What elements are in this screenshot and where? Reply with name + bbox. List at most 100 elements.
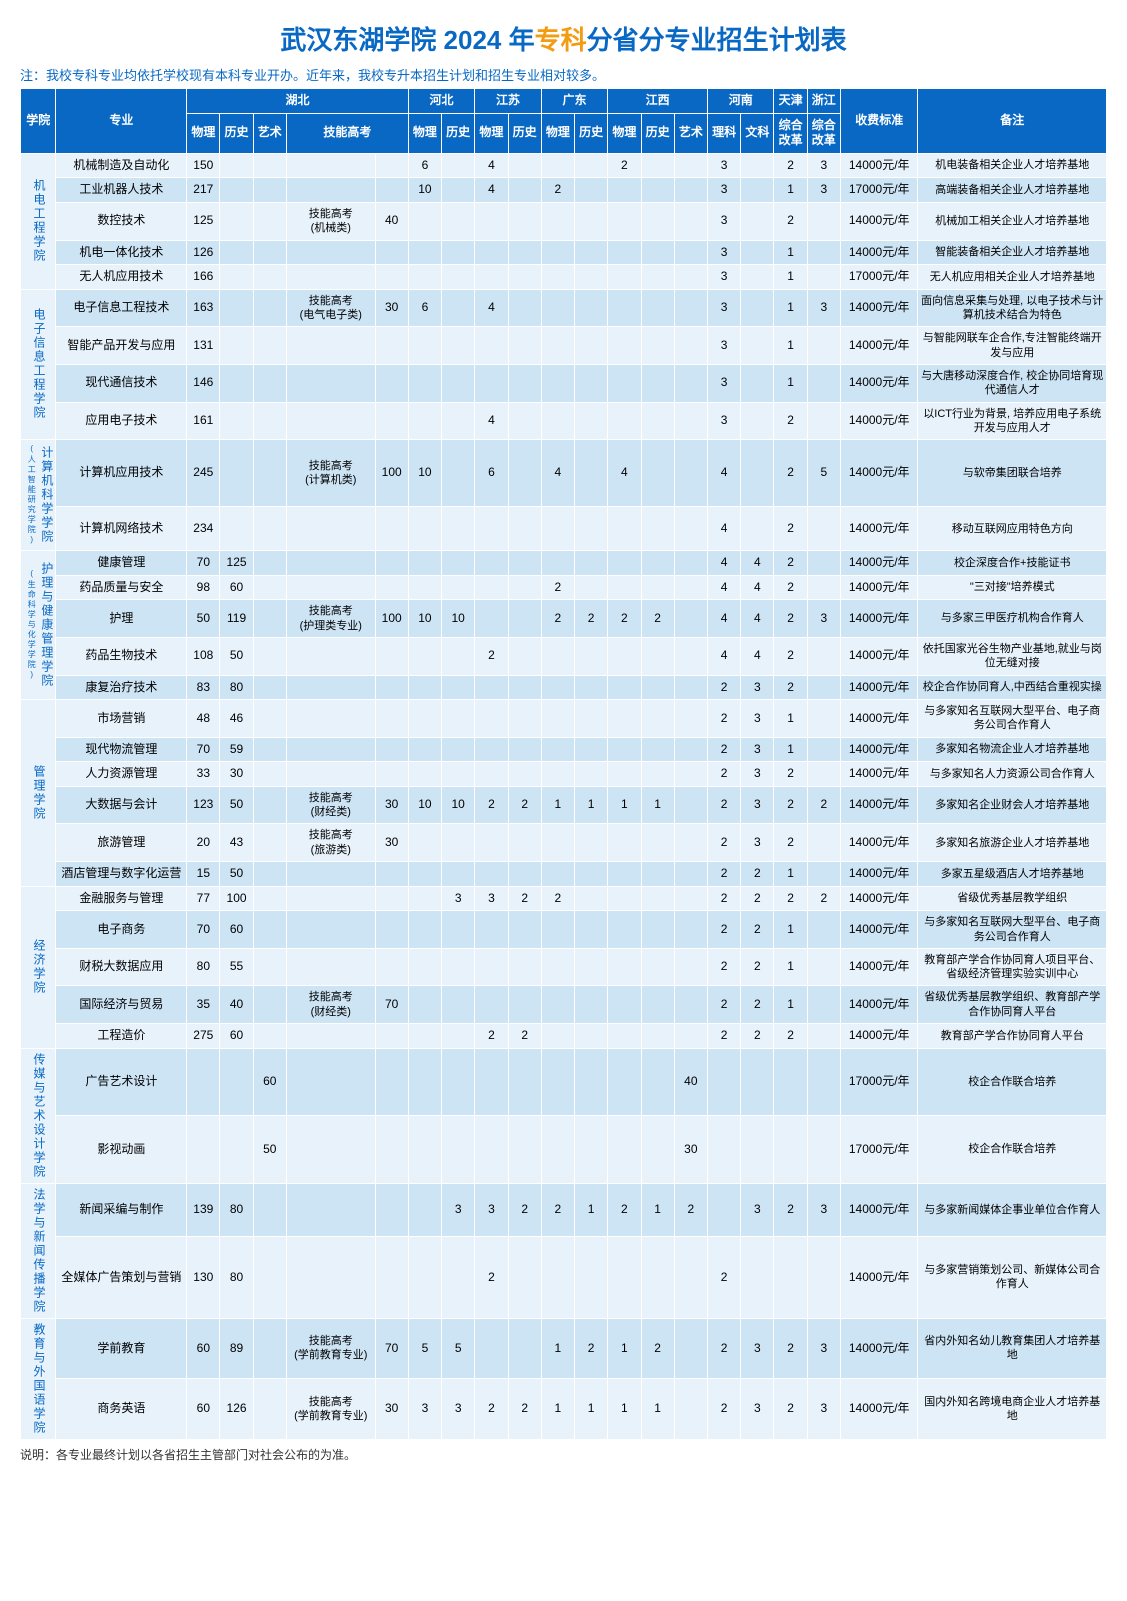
value-cell <box>608 402 641 440</box>
th-hubei: 湖北 <box>187 89 409 114</box>
value-cell: 5 <box>408 1318 441 1379</box>
major-cell: 影视动画 <box>56 1116 187 1184</box>
value-cell <box>375 1024 408 1049</box>
value-cell <box>508 575 541 600</box>
value-cell: 83 <box>187 675 220 700</box>
value-cell <box>774 1048 807 1116</box>
value-cell: 2 <box>575 600 608 638</box>
value-cell: 10 <box>408 440 441 507</box>
value-cell: 35 <box>187 986 220 1024</box>
major-cell: 药品生物技术 <box>56 637 187 675</box>
th-fee: 收费标准 <box>840 89 918 154</box>
table-row: 传媒与艺术设计学院广告艺术设计604017000元/年校企合作联合培养 <box>21 1048 1107 1116</box>
value-cell <box>575 1048 608 1116</box>
value-cell <box>508 1237 541 1319</box>
value-cell <box>807 737 840 762</box>
value-cell <box>674 700 707 738</box>
value-cell <box>375 364 408 402</box>
value-cell: 1 <box>774 364 807 402</box>
value-cell <box>608 178 641 203</box>
value-cell <box>741 178 774 203</box>
value-cell <box>508 402 541 440</box>
value-cell: 80 <box>187 948 220 986</box>
value-cell <box>807 575 840 600</box>
value-cell <box>408 637 441 675</box>
value-cell <box>608 202 641 240</box>
value-cell <box>408 327 441 365</box>
value-cell <box>442 1048 475 1116</box>
value-cell: 77 <box>187 886 220 911</box>
value-cell: 6 <box>408 153 441 178</box>
value-cell <box>475 948 508 986</box>
value-cell <box>286 737 375 762</box>
value-cell <box>442 911 475 949</box>
value-cell: 2 <box>774 886 807 911</box>
value-cell: 70 <box>375 986 408 1024</box>
value-cell <box>641 327 674 365</box>
value-cell: 50 <box>220 862 253 887</box>
value-cell <box>286 178 375 203</box>
value-cell: 2 <box>707 762 740 787</box>
value-cell <box>286 675 375 700</box>
dept-cell: 管理学院 <box>21 700 56 887</box>
table-row: 教育与外国语学院学前教育6089技能高考(学前教育专业)705512122323… <box>21 1318 1107 1379</box>
value-cell <box>475 862 508 887</box>
value-cell <box>408 1237 441 1319</box>
value-cell <box>575 289 608 327</box>
value-cell <box>807 1116 840 1184</box>
value-cell: 2 <box>774 153 807 178</box>
value-cell <box>807 1048 840 1116</box>
value-cell <box>408 1048 441 1116</box>
value-cell: 3 <box>741 1318 774 1379</box>
th-remark: 备注 <box>918 89 1107 154</box>
value-cell <box>286 862 375 887</box>
value-cell <box>253 911 286 949</box>
value-cell: 119 <box>220 600 253 638</box>
value-cell <box>674 886 707 911</box>
value-cell: 1 <box>575 1379 608 1440</box>
value-cell: 3 <box>741 762 774 787</box>
value-cell <box>575 986 608 1024</box>
table-row: 工业机器人技术217104231317000元/年高端装备相关企业人才培养基地 <box>21 178 1107 203</box>
major-cell: 大数据与会计 <box>56 786 187 824</box>
value-cell: 163 <box>187 289 220 327</box>
value-cell <box>608 289 641 327</box>
value-cell: 2 <box>774 786 807 824</box>
value-cell <box>575 440 608 507</box>
fee-cell: 14000元/年 <box>840 402 918 440</box>
value-cell <box>641 364 674 402</box>
value-cell <box>375 637 408 675</box>
table-row: 大数据与会计12350技能高考(财经类)30101022111123221400… <box>21 786 1107 824</box>
major-cell: 商务英语 <box>56 1379 187 1440</box>
value-cell: 1 <box>641 786 674 824</box>
value-cell <box>608 265 641 290</box>
value-cell: 2 <box>641 1318 674 1379</box>
value-cell: 2 <box>774 202 807 240</box>
value-cell <box>575 737 608 762</box>
value-cell <box>220 507 253 551</box>
remark-cell: 多家知名物流企业人才培养基地 <box>918 737 1107 762</box>
value-cell: 5 <box>442 1318 475 1379</box>
value-cell: 4 <box>475 289 508 327</box>
value-cell: 108 <box>187 637 220 675</box>
value-cell <box>608 1116 641 1184</box>
value-cell <box>807 911 840 949</box>
value-cell: 3 <box>707 153 740 178</box>
value-cell: 技能高考(财经类) <box>286 986 375 1024</box>
remark-cell: 机械加工相关企业人才培养基地 <box>918 202 1107 240</box>
value-cell: 2 <box>707 911 740 949</box>
value-cell <box>408 737 441 762</box>
value-cell <box>741 265 774 290</box>
fee-cell: 14000元/年 <box>840 507 918 551</box>
value-cell <box>408 886 441 911</box>
table-row: 计算机网络技术2344214000元/年移动互联网应用特色方向 <box>21 507 1107 551</box>
value-cell: 2 <box>475 786 508 824</box>
value-cell <box>253 440 286 507</box>
dept-cell: 计算机科学学院(人工智能研究学院) <box>21 440 56 551</box>
value-cell <box>641 1116 674 1184</box>
value-cell <box>375 551 408 576</box>
value-cell: 139 <box>187 1183 220 1236</box>
value-cell <box>253 762 286 787</box>
value-cell: 2 <box>707 700 740 738</box>
value-cell <box>286 153 375 178</box>
